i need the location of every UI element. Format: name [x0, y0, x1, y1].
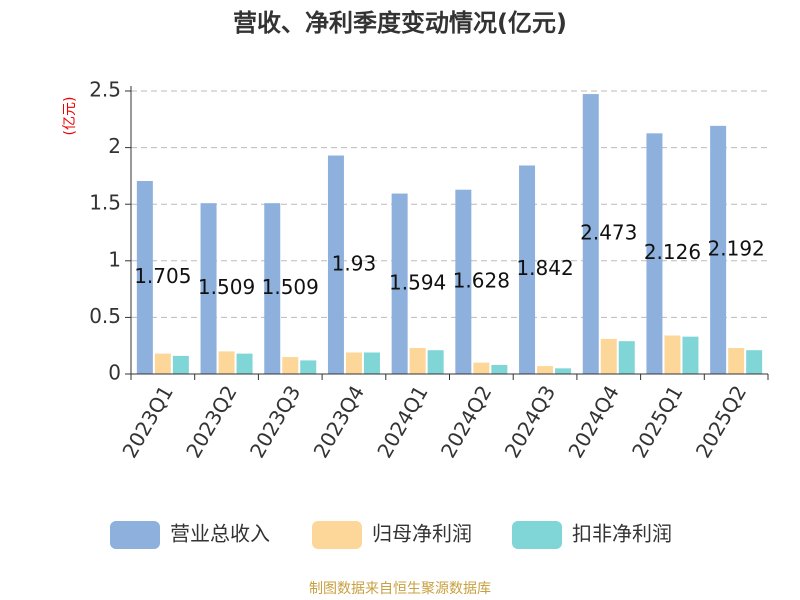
- legend-label: 营业总收入: [170, 522, 270, 546]
- bar: [519, 165, 536, 374]
- bar: [537, 366, 554, 374]
- chart-title: 营收、净利季度变动情况(亿元): [233, 9, 567, 37]
- data-label: 1.628: [453, 268, 510, 292]
- bar: [218, 351, 235, 374]
- x-tick-label: 2023Q3: [245, 381, 305, 462]
- y-tick-label: 1: [108, 247, 121, 271]
- bar: [582, 94, 599, 374]
- y-tick-label: 0: [108, 361, 121, 385]
- bar: [345, 352, 362, 374]
- data-label: 2.473: [580, 221, 637, 245]
- data-label: 1.842: [516, 256, 573, 280]
- bar: [728, 347, 745, 374]
- bar: [682, 336, 699, 374]
- y-tick-label: 0.5: [89, 304, 121, 328]
- bar: [600, 338, 617, 374]
- bar: [200, 203, 217, 374]
- legend-swatch: [512, 521, 562, 549]
- bar: [300, 360, 317, 374]
- y-tick-label: 1.5: [89, 191, 121, 215]
- y-tick-label: 2.5: [89, 78, 121, 102]
- x-tick-label: 2024Q2: [436, 381, 496, 462]
- data-label: 2.192: [708, 236, 765, 260]
- data-label: 1.93: [332, 251, 377, 275]
- bar: [427, 350, 444, 374]
- bar: [746, 350, 763, 374]
- bar: [172, 355, 189, 374]
- bar: [555, 368, 572, 374]
- x-tick-label: 2025Q1: [627, 381, 687, 462]
- legend-swatch: [110, 521, 160, 549]
- data-label: 1.705: [134, 264, 191, 288]
- bar: [282, 357, 299, 374]
- bar: [664, 335, 681, 374]
- data-label: 2.126: [644, 240, 701, 264]
- data-label: 1.509: [262, 275, 319, 299]
- data-label: 1.594: [389, 270, 446, 294]
- bar: [327, 155, 344, 374]
- x-tick-label: 2024Q4: [563, 381, 623, 462]
- bar: [363, 352, 380, 374]
- x-tick-label: 2023Q1: [117, 381, 177, 462]
- bar: [154, 353, 171, 374]
- x-tick-label: 2024Q3: [500, 381, 560, 462]
- y-tick-label: 2: [108, 134, 121, 158]
- source-note: 制图数据来自恒生聚源数据库: [309, 581, 491, 597]
- x-tick-label: 2023Q2: [181, 381, 241, 462]
- bar: [473, 362, 490, 374]
- legend-swatch: [312, 521, 362, 549]
- legend-label: 归母净利润: [372, 522, 472, 546]
- bar: [409, 347, 426, 374]
- bar: [618, 341, 635, 374]
- x-tick-label: 2025Q2: [691, 381, 751, 462]
- x-tick-label: 2023Q4: [309, 381, 369, 462]
- bar: [264, 203, 281, 374]
- bar: [391, 193, 408, 374]
- bar: [455, 189, 472, 374]
- legend-label: 扣非净利润: [572, 522, 672, 546]
- bar: [136, 180, 153, 374]
- bar: [646, 133, 663, 374]
- bar: [236, 353, 253, 374]
- data-label: 1.509: [198, 275, 255, 299]
- bar: [710, 125, 727, 374]
- bar: [491, 364, 508, 374]
- x-tick-label: 2024Q1: [372, 381, 432, 462]
- y-axis-label: (亿元): [62, 97, 78, 136]
